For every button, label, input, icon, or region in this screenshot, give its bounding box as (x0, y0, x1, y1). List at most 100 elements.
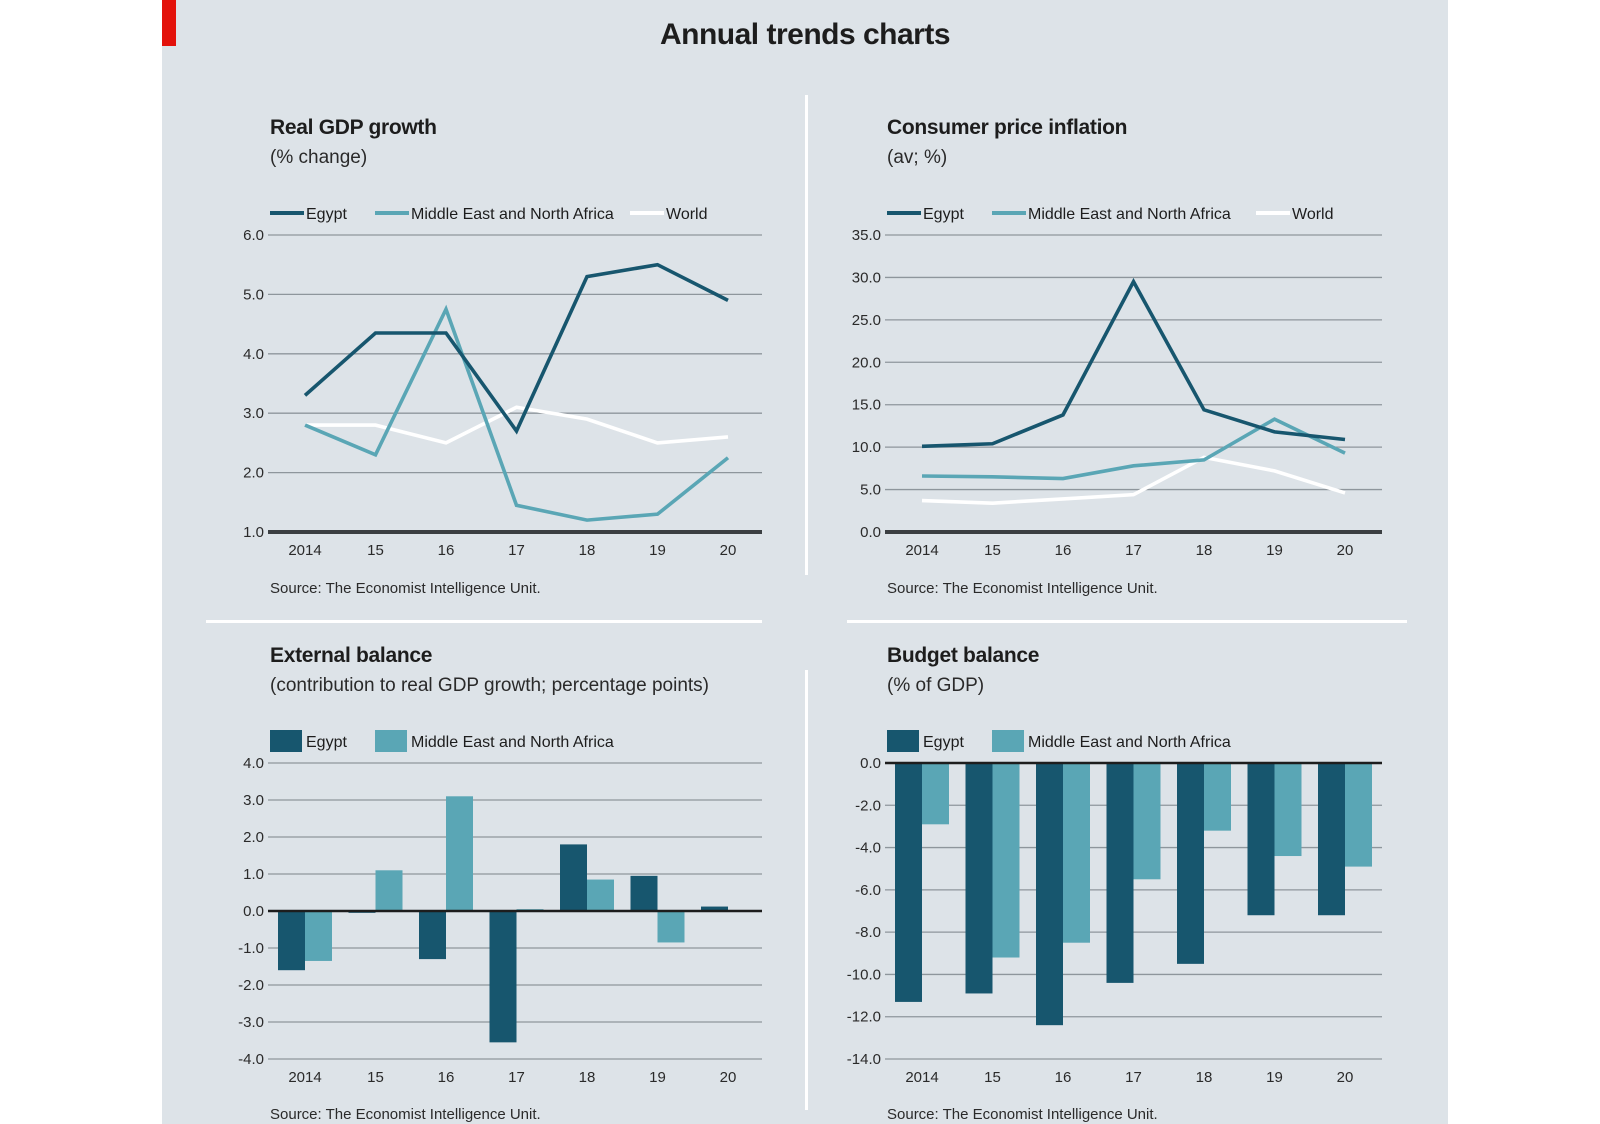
bar (278, 911, 305, 971)
series-line (304, 304, 730, 522)
x-tick-label: 17 (1125, 542, 1142, 559)
y-tick-label: -2.0 (238, 977, 264, 994)
bar (965, 763, 993, 994)
y-tick-label: -4.0 (238, 1051, 264, 1068)
x-tick-label: 20 (720, 542, 737, 559)
x-tick-label: 18 (579, 1069, 596, 1086)
source-gdp: Source: The Economist Intelligence Unit. (270, 580, 541, 597)
x-tick-label: 17 (508, 1069, 525, 1086)
y-tick-label: 15.0 (852, 397, 881, 414)
y-tick-label: 30.0 (852, 269, 881, 286)
x-tick-label: 2014 (905, 542, 938, 559)
bar (701, 906, 728, 911)
y-tick-label: 5.0 (860, 482, 881, 499)
series-line (921, 417, 1346, 481)
x-tick-label: 16 (438, 1069, 455, 1086)
y-tick-label: -4.0 (855, 840, 881, 857)
chart-subtitle-external: (contribution to real GDP growth; percen… (270, 675, 709, 696)
bar (1247, 763, 1275, 916)
y-tick-label: 1.0 (243, 866, 264, 883)
bar (1318, 763, 1345, 916)
source-budget: Source: The Economist Intelligence Unit. (887, 1106, 1158, 1123)
y-tick-label: -8.0 (855, 924, 881, 941)
x-tick-label: 18 (579, 542, 596, 559)
y-tick-label: 35.0 (852, 227, 881, 244)
bar (560, 844, 587, 911)
x-tick-label: 18 (1196, 1069, 1213, 1086)
series-line (921, 455, 1346, 505)
y-tick-label: 2.0 (243, 465, 264, 482)
bar (657, 911, 685, 943)
y-tick-label: -10.0 (847, 966, 881, 983)
y-tick-label: 1.0 (243, 524, 264, 541)
bar (1106, 763, 1134, 983)
bar (1345, 763, 1372, 867)
bar (305, 911, 332, 961)
y-tick-label: -3.0 (238, 1014, 264, 1031)
chart-title-inflation: Consumer price inflation (887, 116, 1128, 139)
chart-subtitle-inflation: (av; %) (887, 147, 948, 168)
x-tick-label: 15 (367, 1069, 384, 1086)
y-tick-label: 5.0 (243, 286, 264, 303)
x-tick-label: 19 (1266, 542, 1283, 559)
bar (895, 763, 922, 1002)
y-tick-label: 0.0 (860, 755, 881, 772)
chart-title-gdp: Real GDP growth (270, 116, 437, 139)
page-title: Annual trends charts (659, 18, 951, 51)
y-tick-label: 6.0 (243, 227, 264, 244)
chart-subtitle-gdp: (% change) (270, 147, 368, 168)
source-external: Source: The Economist Intelligence Unit. (270, 1106, 541, 1123)
y-tick-label: 2.0 (243, 829, 264, 846)
x-tick-label: 19 (1266, 1069, 1283, 1086)
bar (1036, 763, 1063, 1026)
x-tick-label: 2014 (288, 1069, 321, 1086)
x-tick-label: 20 (720, 1069, 737, 1086)
legend-label: Egypt (306, 206, 347, 223)
y-tick-label: 4.0 (243, 346, 264, 363)
legend-swatch (375, 730, 407, 752)
y-tick-label: -1.0 (238, 940, 264, 957)
y-tick-label: 25.0 (852, 312, 881, 329)
y-tick-label: 10.0 (852, 439, 881, 456)
x-tick-label: 17 (508, 542, 525, 559)
x-tick-label: 16 (438, 542, 455, 559)
y-tick-label: 3.0 (243, 405, 264, 422)
bar (1274, 763, 1302, 857)
legend-label: World (1292, 206, 1334, 223)
bar (1177, 763, 1204, 964)
legend-label: Egypt (923, 734, 964, 751)
x-tick-label: 18 (1196, 542, 1213, 559)
legend-swatch (270, 730, 302, 752)
bar (630, 875, 658, 911)
x-tick-label: 20 (1337, 542, 1354, 559)
legend-label: Egypt (923, 206, 964, 223)
legend-label: Egypt (306, 734, 347, 751)
y-tick-label: -2.0 (855, 797, 881, 814)
x-tick-label: 19 (649, 1069, 666, 1086)
bar (587, 879, 614, 911)
legend-label: Middle East and North Africa (1028, 206, 1231, 223)
y-tick-label: -12.0 (847, 1009, 881, 1026)
chart-subtitle-budget: (% of GDP) (887, 675, 985, 696)
chart-title-budget: Budget balance (887, 644, 1040, 667)
legend-label: Middle East and North Africa (411, 734, 614, 751)
divider-vertical-bottom (805, 670, 808, 1110)
x-tick-label: 2014 (288, 542, 321, 559)
legend-swatch (992, 730, 1024, 752)
divider-vertical-top (805, 95, 808, 575)
bar (419, 911, 446, 960)
x-tick-label: 2014 (905, 1069, 938, 1086)
legend-swatch (887, 730, 919, 752)
x-tick-label: 16 (1055, 542, 1072, 559)
y-tick-label: -14.0 (847, 1051, 881, 1068)
y-tick-label: 0.0 (860, 524, 881, 541)
x-tick-label: 20 (1337, 1069, 1354, 1086)
bar (922, 763, 949, 825)
x-tick-label: 15 (984, 1069, 1001, 1086)
series-line (305, 405, 729, 445)
bar (992, 763, 1020, 958)
bar (446, 796, 473, 911)
x-tick-label: 16 (1055, 1069, 1072, 1086)
bar (1204, 763, 1231, 831)
red-accent-tag (162, 0, 176, 46)
